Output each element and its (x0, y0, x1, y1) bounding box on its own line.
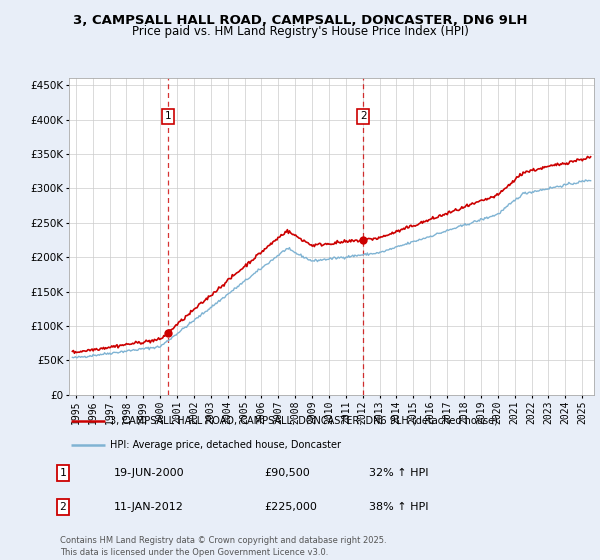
Text: 38% ↑ HPI: 38% ↑ HPI (369, 502, 428, 512)
Text: HPI: Average price, detached house, Doncaster: HPI: Average price, detached house, Donc… (110, 440, 341, 450)
Text: £225,000: £225,000 (264, 502, 317, 512)
Text: 2: 2 (59, 502, 67, 512)
Text: 1: 1 (164, 111, 171, 121)
Text: 3, CAMPSALL HALL ROAD, CAMPSALL, DONCASTER, DN6 9LH: 3, CAMPSALL HALL ROAD, CAMPSALL, DONCAST… (73, 14, 527, 27)
Text: £90,500: £90,500 (264, 468, 310, 478)
Text: 11-JAN-2012: 11-JAN-2012 (114, 502, 184, 512)
Text: 1: 1 (59, 468, 67, 478)
Text: 3, CAMPSALL HALL ROAD, CAMPSALL, DONCASTER, DN6 9LH (detached house): 3, CAMPSALL HALL ROAD, CAMPSALL, DONCAST… (110, 416, 498, 426)
Text: Price paid vs. HM Land Registry's House Price Index (HPI): Price paid vs. HM Land Registry's House … (131, 25, 469, 38)
Text: Contains HM Land Registry data © Crown copyright and database right 2025.
This d: Contains HM Land Registry data © Crown c… (60, 536, 386, 557)
Text: 2: 2 (360, 111, 367, 121)
Text: 19-JUN-2000: 19-JUN-2000 (114, 468, 185, 478)
Text: 32% ↑ HPI: 32% ↑ HPI (369, 468, 428, 478)
